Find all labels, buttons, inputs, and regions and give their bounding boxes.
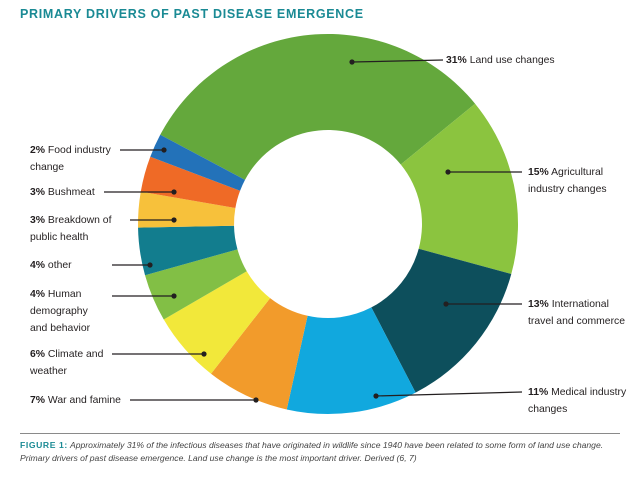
- leader-dot: [201, 351, 207, 357]
- leader-dot: [253, 397, 259, 403]
- label-food-industry: 2% Food industry change: [30, 145, 111, 173]
- label-war-famine: 7% War and famine: [30, 395, 121, 406]
- leader-dot: [373, 393, 379, 399]
- label-land-use: 31% Land use changes: [446, 55, 555, 66]
- leader-dot: [161, 147, 167, 153]
- leader-line: [375, 391, 523, 397]
- leader-dot: [171, 217, 177, 223]
- leader-dot: [171, 189, 177, 195]
- slice-medical-industry-changes: [286, 307, 416, 414]
- label-human-demography: 4% Human demography and behavior: [30, 289, 91, 334]
- slice-land-use-changes: [160, 33, 476, 180]
- slice-international-travel-and-commerce: [371, 248, 512, 393]
- leader-dot: [349, 59, 355, 65]
- leader-dot: [445, 169, 451, 175]
- label-breakdown-public-health: 3% Breakdown of public health: [30, 215, 112, 243]
- chart-title: PRIMARY DRIVERS OF PAST DISEASE EMERGENC…: [20, 7, 364, 21]
- leader-line: [351, 59, 444, 63]
- leader-dot: [171, 293, 177, 299]
- slice-war-and-famine: [211, 298, 308, 410]
- leader-dot: [443, 301, 449, 307]
- slice-human-demography-and-behavior: [145, 249, 247, 320]
- label-bushmeat: 3% Bushmeat: [30, 187, 95, 198]
- label-agricultural: 15% Agricultural industry changes: [528, 167, 607, 195]
- label-other: 4% other: [30, 260, 72, 271]
- leader-dot: [147, 262, 153, 268]
- slice-other: [138, 225, 238, 276]
- label-climate-weather: 6% Climate and weather: [30, 349, 104, 377]
- slice-bushmeat: [140, 156, 241, 208]
- label-international-travel: 13% International travel and commerce: [528, 299, 626, 327]
- caption-divider: [20, 433, 620, 434]
- figure-caption: FIGURE 1: Approximately 31% of the infec…: [20, 440, 604, 463]
- slice-agricultural-industry-changes: [400, 103, 519, 275]
- slice-climate-and-weather: [163, 271, 271, 374]
- slice-breakdown-of-public-health: [138, 191, 236, 228]
- label-medical-industry: 11% Medical industry changes: [528, 387, 627, 415]
- slice-food-industry-change: [150, 134, 246, 191]
